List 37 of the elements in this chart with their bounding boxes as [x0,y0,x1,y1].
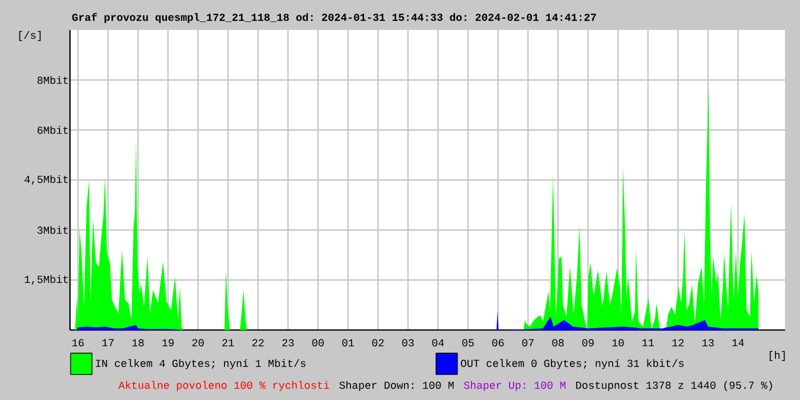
x-tick-label: 12 [672,339,684,346]
y-axis-title: [/s] [19,31,41,41]
y-tick-label: 6Mbit [38,126,68,134]
x-tick-label: 09 [582,339,594,346]
x-tick-label: 18 [132,339,144,346]
y-tick-label: 1,5Mbit [24,275,68,285]
x-tick-label: 03 [402,339,414,346]
y-tick-label: 3Mbit [38,226,68,234]
x-axis-title: [h] [770,351,785,361]
x-tick-label: 00 [312,339,324,346]
x-tick-label: 14 [732,339,744,346]
x-tick-label: 23 [282,339,294,346]
x-tick-label: 13 [702,339,714,346]
text: Aktualne povoleno 100 % rychlosti [118,381,330,391]
legend-label: OUT celkem 0 Gbytes; nyní 31 kbit/s [460,359,684,370]
x-tick-label: 16 [72,339,84,346]
x-tick-label: 20 [192,339,204,346]
text: Dostupnost 1378 z 1440 (95.7 %) [576,381,772,391]
chart-title: Graf provozu quesmpl_172_21_118_18 od: 2024-01-31 15:44:33 do: 2024-02-01 14:41:27 [72,12,596,24]
x-tick-label: 07 [522,339,534,346]
x-tick-label: 21 [222,339,234,346]
x-tick-label: 04 [432,339,444,346]
y-tick-label: 8Mbit [38,76,68,84]
x-tick-label: 10 [612,339,624,346]
x-tick-label: 22 [252,339,264,346]
x-tick-label: 06 [492,339,504,346]
text: Shaper Up: 100 M [464,381,566,391]
x-tick-label: 11 [642,339,654,346]
x-tick-label: 08 [552,339,564,346]
x-tick-label: 19 [162,339,174,346]
legend-label: IN celkem 4 Gbytes; nyní 1 Mbit/s [96,359,306,370]
x-tick-label: 01 [342,339,354,346]
x-tick-label: 17 [102,339,114,346]
y-tick-label: 4,5Mbit [24,175,68,185]
x-tick-label: 02 [372,339,384,346]
text: Shaper Down: 100 M [339,381,454,391]
x-tick-label: 05 [462,339,474,346]
